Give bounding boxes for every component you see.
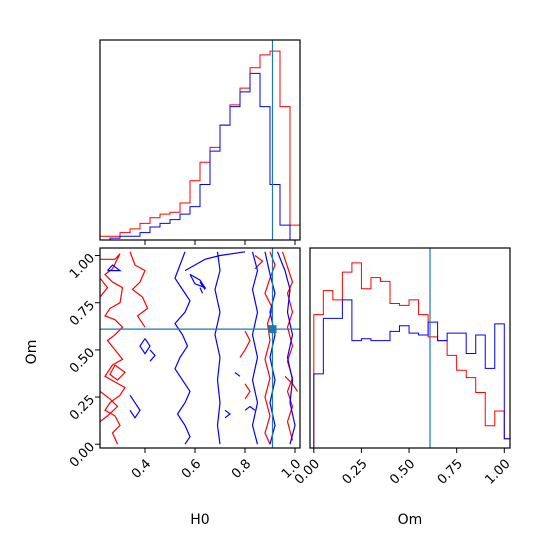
red-contour-8 (254, 255, 264, 270)
blue-contour-1 (174, 251, 191, 445)
h0-axis-label: H0 (190, 512, 209, 528)
om-hist-tick-label-1: 0.25 (340, 457, 371, 488)
red-contour-1 (129, 251, 149, 328)
blue-contour-11 (129, 394, 141, 419)
om-hist-frame (309, 247, 511, 449)
om-histogram-panel: 0.00 0.25 0.50 0.75 1.00 (292, 247, 514, 488)
contour-x-tick-label-2: 0.8 (229, 457, 254, 482)
contour-y-tick-label-1: 0.25 (67, 392, 98, 423)
h0-om-contour-panel: 0.4 0.6 0.8 1.00.000.250.500.751.00 (67, 247, 304, 482)
blue-contour-13 (224, 409, 232, 419)
red-contour-2 (100, 277, 109, 298)
om-hist-tick-label-4: 1.00 (482, 457, 513, 488)
contour-y-tick-label-0: 0.00 (67, 440, 98, 471)
om-hist-tick-label-2: 0.50 (387, 457, 418, 488)
om-hist-series-1 (313, 299, 510, 448)
red-contour-0 (100, 253, 126, 445)
blue-contour-4 (199, 281, 206, 290)
red-contour-3 (100, 390, 119, 423)
blue-contour-8 (276, 251, 296, 445)
red-contour-4 (109, 364, 126, 381)
h0-hist-series-0 (99, 50, 300, 240)
blue-contour-15 (234, 372, 241, 377)
blue-contour-10 (149, 349, 156, 362)
om-axis-label-bottom: Om (398, 512, 423, 528)
blue-contour-6 (251, 251, 259, 445)
truth-marker (268, 325, 277, 334)
h0-hist-series-1 (100, 72, 300, 241)
contour-y-tick-label-3: 0.75 (67, 298, 98, 329)
om-hist-series-0 (313, 262, 510, 448)
red-contour-6 (281, 251, 294, 441)
blue-contour-2 (184, 251, 246, 272)
blue-contour-14 (244, 405, 256, 411)
contour-x-tick-label-0: 0.4 (129, 457, 154, 482)
contour-y-tick-label-2: 0.50 (67, 345, 98, 376)
contour-frame (99, 247, 301, 449)
blue-contour-5 (214, 251, 221, 445)
red-contour-10 (244, 383, 251, 400)
red-contour-5 (264, 251, 276, 445)
contour-lines (100, 248, 300, 448)
om-hist-tick-label-3: 0.75 (435, 457, 466, 488)
h0-histogram-panel (99, 39, 301, 245)
blue-contour-3 (189, 273, 207, 289)
red-contour-9 (239, 330, 251, 358)
blue-contour-12 (199, 287, 204, 294)
om-axis-label: Om (24, 340, 40, 365)
blue-contour-0 (107, 264, 122, 272)
contour-y-tick-label-4: 1.00 (67, 251, 98, 282)
blue-contour-9 (139, 338, 151, 355)
contour-x-tick-label-1: 0.6 (179, 457, 204, 482)
h0-hist-frame (99, 39, 301, 241)
